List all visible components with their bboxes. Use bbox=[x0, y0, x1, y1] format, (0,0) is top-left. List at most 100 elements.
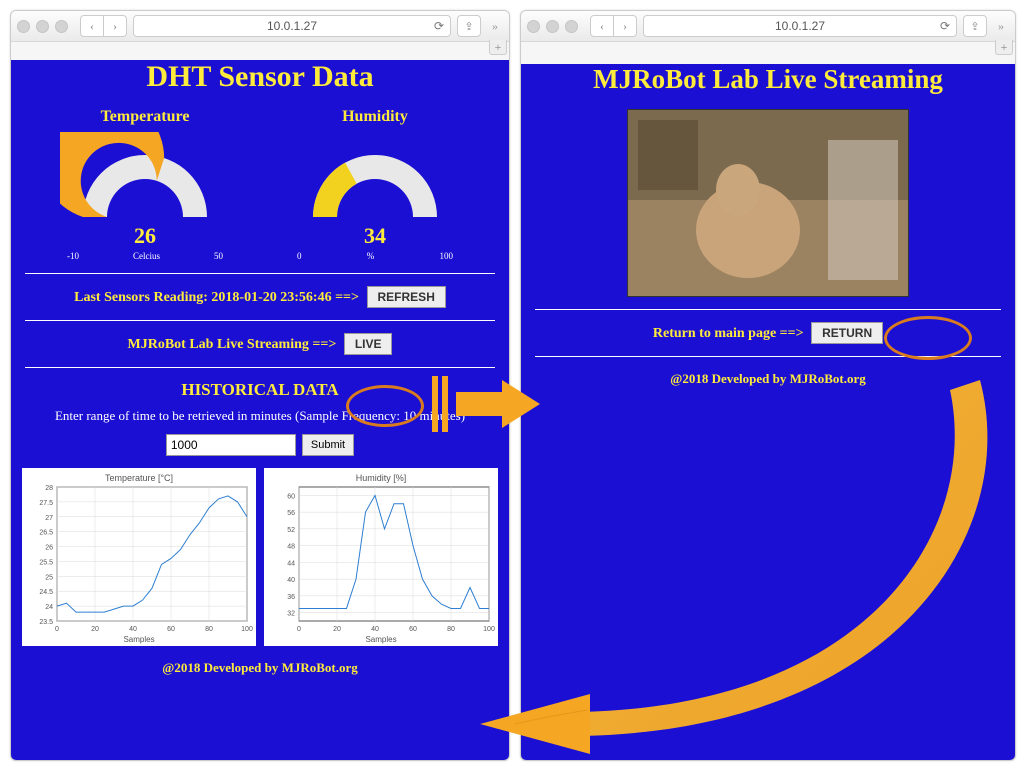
last-reading-prefix: Last Sensors Reading: bbox=[74, 290, 211, 305]
svg-text:27.5: 27.5 bbox=[39, 500, 53, 507]
gauge-unit: Celcius bbox=[133, 251, 160, 261]
divider bbox=[25, 367, 495, 368]
svg-text:60: 60 bbox=[409, 626, 417, 633]
svg-text:80: 80 bbox=[447, 626, 455, 633]
overflow-icon[interactable]: » bbox=[993, 19, 1009, 34]
zoom-icon[interactable] bbox=[55, 20, 68, 33]
reload-icon[interactable]: ⟳ bbox=[434, 19, 444, 33]
svg-text:Humidity [%]: Humidity [%] bbox=[356, 473, 407, 483]
svg-text:56: 56 bbox=[287, 510, 295, 517]
submit-button[interactable]: Submit bbox=[302, 434, 354, 456]
close-icon[interactable] bbox=[17, 20, 30, 33]
gauge-temperature: Temperature 26 -10 Celcius 50 bbox=[45, 108, 245, 261]
range-input[interactable] bbox=[166, 434, 296, 456]
titlebar: ‹ › 10.0.1.27 ⟳ ⇪ » + bbox=[11, 11, 509, 42]
chart-temperature: 23.5 24 24.5 25 25.5 26 26.5 27 27.5 28 0 20 40 60 80 1… bbox=[22, 468, 256, 646]
last-reading-timestamp: 2018-01-20 23:56:46 bbox=[211, 290, 331, 305]
svg-text:23.5: 23.5 bbox=[39, 619, 53, 626]
gauge-temperature-arc bbox=[60, 132, 230, 222]
browser-window-left: ‹ › 10.0.1.27 ⟳ ⇪ » + DHT Sensor Data Te… bbox=[10, 10, 510, 761]
divider bbox=[25, 273, 495, 274]
gauge-max: 100 bbox=[440, 251, 454, 261]
historical-subtitle: Enter range of time to be retrieved in m… bbox=[11, 408, 509, 424]
chart-humidity: 3236404448525660020406080100Humidity [%]… bbox=[264, 468, 498, 646]
page-title: DHT Sensor Data bbox=[11, 60, 509, 94]
svg-text:27: 27 bbox=[45, 515, 53, 522]
page-body-left: DHT Sensor Data Temperature 26 -10 Celci… bbox=[11, 60, 509, 760]
gauge-label: Temperature bbox=[45, 108, 245, 126]
overflow-icon[interactable]: » bbox=[487, 19, 503, 34]
gauge-value: 34 bbox=[275, 223, 475, 249]
gauge-humidity-arc bbox=[290, 132, 460, 222]
url-text: 10.0.1.27 bbox=[775, 19, 825, 33]
divider bbox=[25, 320, 495, 321]
gauge-humidity: Humidity 34 0 % 100 bbox=[275, 108, 475, 261]
video-stream bbox=[627, 109, 909, 297]
svg-text:0: 0 bbox=[55, 626, 59, 633]
titlebar: ‹ › 10.0.1.27 ⟳ ⇪ » + bbox=[521, 11, 1015, 42]
reload-icon[interactable]: ⟳ bbox=[940, 19, 950, 33]
live-stream-label: MJRoBot Lab Live Streaming ==> bbox=[128, 337, 337, 352]
last-reading-line: Last Sensors Reading: 2018-01-20 23:56:4… bbox=[11, 286, 509, 308]
svg-text:28: 28 bbox=[45, 485, 53, 492]
svg-text:26.5: 26.5 bbox=[39, 530, 53, 537]
svg-text:60: 60 bbox=[287, 493, 295, 500]
address-bar[interactable]: 10.0.1.27 ⟳ bbox=[643, 15, 957, 37]
svg-text:36: 36 bbox=[287, 594, 295, 601]
page-title: MJRoBot Lab Live Streaming bbox=[521, 64, 1015, 95]
svg-text:20: 20 bbox=[91, 626, 99, 633]
svg-text:40: 40 bbox=[371, 626, 379, 633]
svg-text:24.5: 24.5 bbox=[39, 589, 53, 596]
close-icon[interactable] bbox=[527, 20, 540, 33]
gauge-min: 0 bbox=[297, 251, 302, 261]
svg-text:20: 20 bbox=[333, 626, 341, 633]
svg-text:100: 100 bbox=[483, 626, 495, 633]
back-button[interactable]: ‹ bbox=[80, 15, 104, 37]
refresh-button[interactable]: REFRESH bbox=[367, 286, 446, 308]
svg-text:40: 40 bbox=[129, 626, 137, 633]
window-controls bbox=[17, 20, 68, 33]
back-button[interactable]: ‹ bbox=[590, 15, 614, 37]
svg-text:24: 24 bbox=[45, 604, 53, 611]
svg-text:60: 60 bbox=[167, 626, 175, 633]
divider bbox=[535, 356, 1001, 357]
divider bbox=[535, 309, 1001, 310]
svg-text:100: 100 bbox=[241, 626, 253, 633]
footer-text: @2018 Developed by MJRoBot.org bbox=[521, 371, 1015, 387]
forward-button[interactable]: › bbox=[614, 15, 637, 37]
zoom-icon[interactable] bbox=[565, 20, 578, 33]
gauge-unit: % bbox=[367, 251, 375, 261]
footer-text: @2018 Developed by MJRoBot.org bbox=[11, 660, 509, 676]
svg-text:40: 40 bbox=[287, 577, 295, 584]
minimize-icon[interactable] bbox=[546, 20, 559, 33]
url-text: 10.0.1.27 bbox=[267, 19, 317, 33]
svg-text:Samples: Samples bbox=[123, 635, 154, 644]
address-bar[interactable]: 10.0.1.27 ⟳ bbox=[133, 15, 451, 37]
svg-text:48: 48 bbox=[287, 544, 295, 551]
svg-text:80: 80 bbox=[205, 626, 213, 633]
svg-text:26: 26 bbox=[45, 545, 53, 552]
historical-title: HISTORICAL DATA bbox=[11, 380, 509, 400]
svg-text:25.5: 25.5 bbox=[39, 559, 53, 566]
live-stream-line: MJRoBot Lab Live Streaming ==> LIVE bbox=[11, 333, 509, 355]
svg-text:Temperature [°C]: Temperature [°C] bbox=[105, 473, 173, 483]
svg-text:0: 0 bbox=[297, 626, 301, 633]
return-label: Return to main page ==> bbox=[653, 326, 804, 341]
gauge-min: -10 bbox=[67, 251, 79, 261]
svg-text:25: 25 bbox=[45, 574, 53, 581]
svg-text:32: 32 bbox=[287, 611, 295, 618]
forward-button[interactable]: › bbox=[104, 15, 127, 37]
return-line: Return to main page ==> RETURN bbox=[521, 322, 1015, 344]
gauge-max: 50 bbox=[214, 251, 223, 261]
arrow-icon: ==> bbox=[332, 290, 359, 305]
svg-text:44: 44 bbox=[287, 560, 295, 567]
window-controls bbox=[527, 20, 578, 33]
live-button[interactable]: LIVE bbox=[344, 333, 393, 355]
share-icon[interactable]: ⇪ bbox=[963, 15, 987, 37]
svg-text:Samples: Samples bbox=[365, 635, 396, 644]
gauge-label: Humidity bbox=[275, 108, 475, 126]
share-icon[interactable]: ⇪ bbox=[457, 15, 481, 37]
minimize-icon[interactable] bbox=[36, 20, 49, 33]
return-button[interactable]: RETURN bbox=[811, 322, 883, 344]
browser-window-right: ‹ › 10.0.1.27 ⟳ ⇪ » + MJRoBot Lab Live S… bbox=[520, 10, 1016, 761]
